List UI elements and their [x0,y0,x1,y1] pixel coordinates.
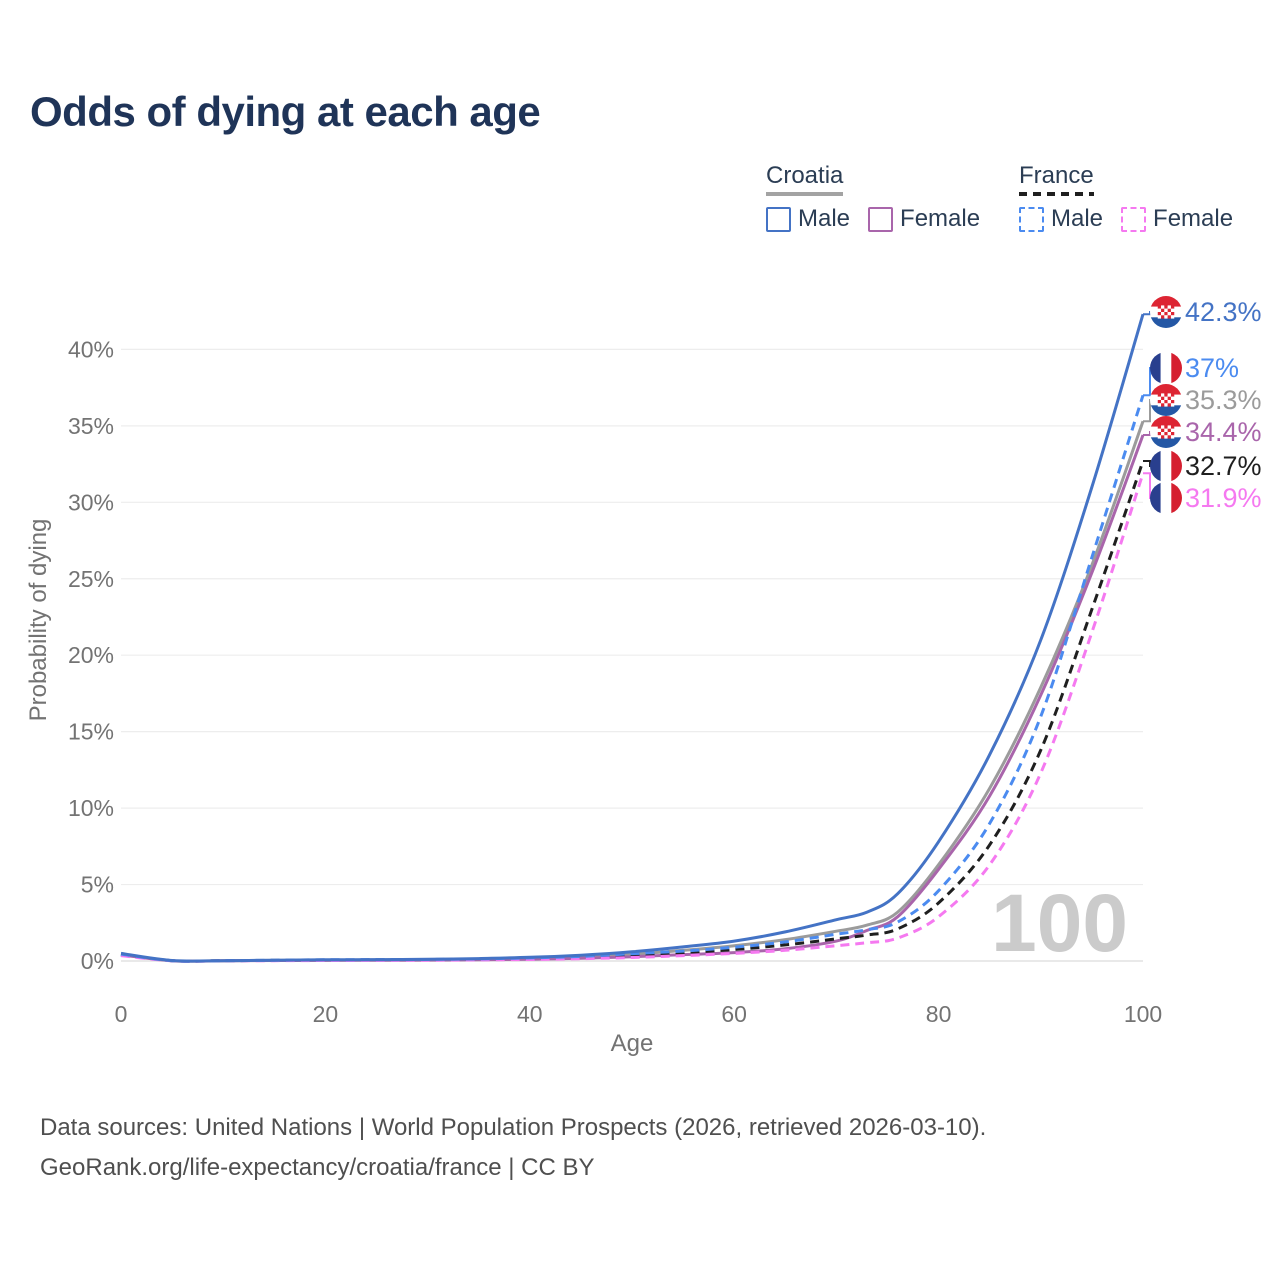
croatia-flag-icon [1150,384,1182,416]
legend-label-france-male[interactable]: Male [1051,205,1104,232]
end-value-label-france-female: 31.9% [1185,483,1262,513]
end-value-label-croatia-male: 42.3% [1185,297,1262,327]
end-label-connector-france-male [1143,367,1151,397]
legend-country-france-label: France [1019,162,1094,189]
france-line-style-swatch [1019,192,1094,196]
croatia-flag-icon [1150,296,1182,328]
end-label-connector-croatia-male [1143,311,1151,316]
y-tick-label: 40% [68,336,114,362]
x-tick-label: 40 [517,1001,543,1027]
chart-legend: Croatia Male Female France Male Female [0,163,1280,243]
legend-group-croatia: Croatia Male Female [766,163,998,233]
page-title: Odds of dying at each age [30,88,541,135]
x-tick-label: 20 [313,1001,339,1027]
end-label-connector-croatia-female [1143,431,1151,436]
y-tick-label: 35% [68,413,114,439]
croatia-line-style-swatch [766,192,844,196]
france-male-swatch[interactable] [1019,206,1044,232]
x-axis-title: Age [611,1030,654,1057]
x-tick-label: 60 [721,1001,747,1027]
legend-row-croatia: Male Female [766,205,998,233]
legend-heading-france[interactable]: France [1019,163,1094,196]
end-value-label-croatia-female: 34.4% [1185,417,1262,447]
end-label-connector-france-female [1143,472,1151,499]
series-line-croatia-female [120,434,1145,963]
footer-attribution-line: GeoRank.org/life-expectancy/croatia/fran… [40,1154,595,1181]
y-tick-label: 0% [81,948,114,974]
france-female-swatch[interactable] [1121,206,1147,232]
legend-label-france-female[interactable]: Female [1153,205,1234,232]
end-label-connector-france-both [1143,460,1151,467]
series-line-france-female [120,472,1145,963]
x-tick-label: 0 [115,1001,128,1027]
france-flag-icon [1150,352,1182,384]
croatia-male-swatch[interactable] [766,206,791,232]
x-tick-label: 100 [1124,1001,1162,1027]
x-tick-label: 80 [926,1001,952,1027]
france-flag-icon [1150,450,1182,482]
y-tick-label: 10% [68,795,114,821]
legend-group-france: France Male Female [1019,163,1251,233]
end-value-label-france-both: 32.7% [1185,451,1262,481]
end-label-connector-croatia-both [1143,399,1151,423]
footer-source-line: Data sources: United Nations | World Pop… [40,1114,987,1141]
y-axis-title: Probability of dying [25,519,52,722]
series-line-france-male [120,394,1145,963]
france-flag-icon [1150,482,1182,514]
legend-heading-croatia[interactable]: Croatia [766,162,844,196]
legend-row-france: Male Female [1019,205,1251,233]
hover-age-indicator: 100 [991,878,1128,969]
legend-label-croatia-male[interactable]: Male [798,205,851,232]
end-value-label-france-male: 37% [1185,353,1239,383]
y-tick-label: 20% [68,642,114,668]
y-tick-label: 30% [68,489,114,515]
y-tick-label: 25% [68,566,114,592]
y-tick-label: 5% [81,872,114,898]
chart-footer: Data sources: United Nations | World Pop… [40,1108,986,1188]
croatia-female-swatch[interactable] [868,206,894,232]
legend-label-croatia-female[interactable]: Female [900,205,981,232]
series-line-france-both [120,460,1145,963]
croatia-flag-icon [1150,416,1182,448]
series-line-croatia-male [120,313,1145,963]
y-tick-label: 15% [68,719,114,745]
end-value-label-croatia-both: 35.3% [1185,385,1262,415]
legend-country-croatia-label: Croatia [766,162,844,189]
